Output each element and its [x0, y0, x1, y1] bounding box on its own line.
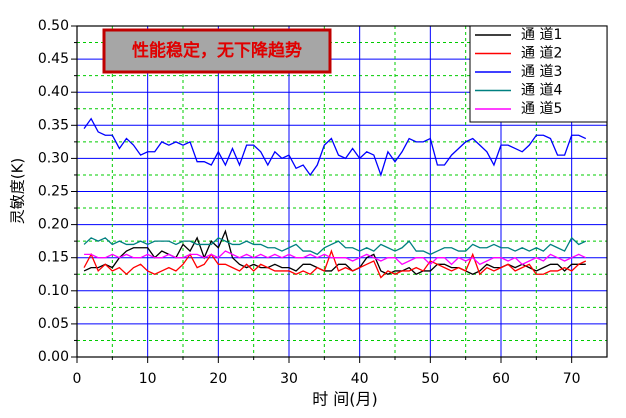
x-tick-label: 40 [351, 371, 369, 387]
y-tick-label: 0.30 [38, 150, 69, 166]
y-axis-label: 灵敏度(K) [9, 158, 27, 225]
series-line [83, 236, 587, 256]
x-axis-label: 时 间(月) [312, 390, 378, 409]
y-tick-label: 0.50 [38, 18, 69, 34]
annotation: 性能稳定，无下降趋势 [132, 40, 302, 61]
series-line [84, 250, 587, 266]
y-tick-label: 0.00 [38, 349, 69, 365]
y-tick-label: 0.25 [38, 184, 69, 200]
y-tick-label: 0.05 [38, 316, 69, 332]
series-line [83, 229, 586, 276]
legend-entries: 通 道1 通 道2 通 道3 通 道4 通 道5 [475, 27, 562, 117]
series-line [83, 117, 587, 178]
y-tick-label: 0.20 [38, 217, 69, 233]
x-tick-label: 10 [139, 371, 157, 387]
legend-label: 通 道2 [521, 46, 562, 62]
y-tick-label: 0.15 [38, 250, 69, 266]
y-tick-label: 0.10 [38, 283, 69, 299]
y-tick-label: 0.35 [38, 117, 69, 133]
y-tick-label: 0.40 [38, 84, 69, 100]
x-tick-label: 60 [492, 371, 510, 387]
series-line [83, 249, 587, 279]
x-tick-label: 50 [421, 371, 439, 387]
y-tick-label: 0.45 [38, 51, 69, 67]
legend [469, 25, 608, 123]
legend-label: 通 道5 [521, 101, 562, 117]
lines [83, 117, 587, 279]
legend-label: 通 道3 [521, 64, 562, 80]
legend-label: 通 道4 [521, 83, 562, 99]
annotation-box [102, 28, 332, 74]
x-tick-label: 30 [280, 371, 298, 387]
x-tick-label: 20 [209, 371, 227, 387]
x-tick-label: 70 [563, 371, 581, 387]
x-tick-label: 0 [73, 371, 82, 387]
legend-label: 通 道1 [521, 27, 562, 43]
